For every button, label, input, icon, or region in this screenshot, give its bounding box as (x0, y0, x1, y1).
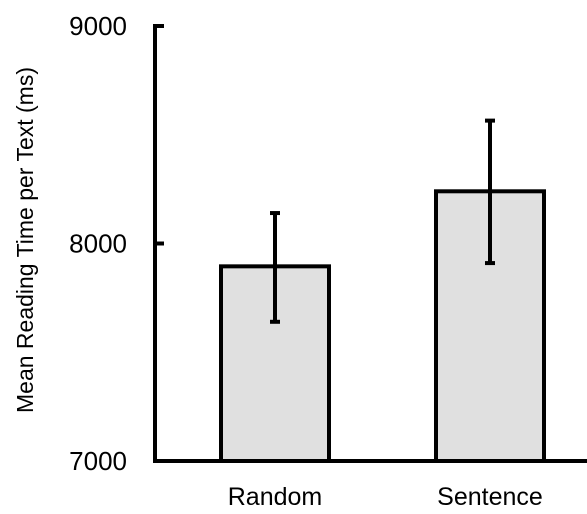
bars (219, 189, 546, 464)
y-tick-label: 8000 (69, 229, 127, 259)
x-tick-label: Sentence (437, 483, 543, 511)
bar (219, 264, 331, 463)
y-axis-title: Mean Reading Time per Text (ms) (12, 67, 38, 413)
y-tick-label: 7000 (69, 446, 127, 476)
x-axis-labels: Random Sentence (228, 483, 543, 511)
y-tick-label: 9000 (69, 11, 127, 41)
error-bars (270, 118, 495, 324)
x-tick-label: Random (228, 483, 323, 511)
